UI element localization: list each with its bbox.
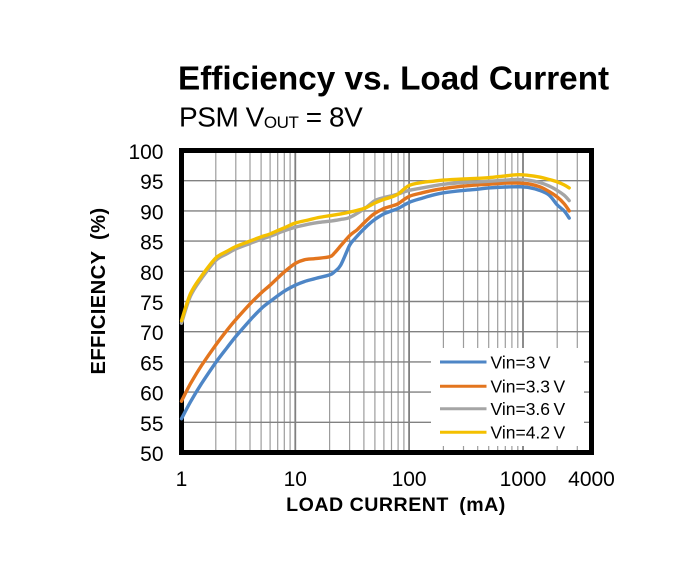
svg-text:85: 85 xyxy=(140,232,163,255)
svg-text:95: 95 xyxy=(140,171,163,194)
svg-text:Vin=3.3 V: Vin=3.3 V xyxy=(491,377,566,397)
svg-text:100: 100 xyxy=(392,468,427,491)
svg-text:75: 75 xyxy=(140,292,163,315)
svg-text:50: 50 xyxy=(140,443,163,466)
svg-text:EFFICIENCY (%): EFFICIENCY (%) xyxy=(88,207,110,374)
svg-text:Vin=3.6 V: Vin=3.6 V xyxy=(491,399,566,419)
svg-text:90: 90 xyxy=(140,201,163,224)
svg-text:LOAD CURRENT (mA): LOAD CURRENT (mA) xyxy=(286,494,506,516)
svg-text:100: 100 xyxy=(128,141,163,164)
svg-text:80: 80 xyxy=(140,262,163,285)
svg-text:10: 10 xyxy=(284,468,307,491)
svg-text:Efficiency vs. Load Current: Efficiency vs. Load Current xyxy=(178,61,609,98)
svg-text:1000: 1000 xyxy=(500,468,547,491)
svg-text:1: 1 xyxy=(176,468,188,491)
svg-text:60: 60 xyxy=(140,383,163,406)
svg-text:4000: 4000 xyxy=(568,468,615,491)
svg-text:55: 55 xyxy=(140,413,163,436)
svg-text:65: 65 xyxy=(140,352,163,375)
svg-text:Vin=3 V: Vin=3 V xyxy=(491,352,551,372)
svg-text:Vin=4.2 V: Vin=4.2 V xyxy=(491,423,566,443)
svg-text:70: 70 xyxy=(140,322,163,345)
